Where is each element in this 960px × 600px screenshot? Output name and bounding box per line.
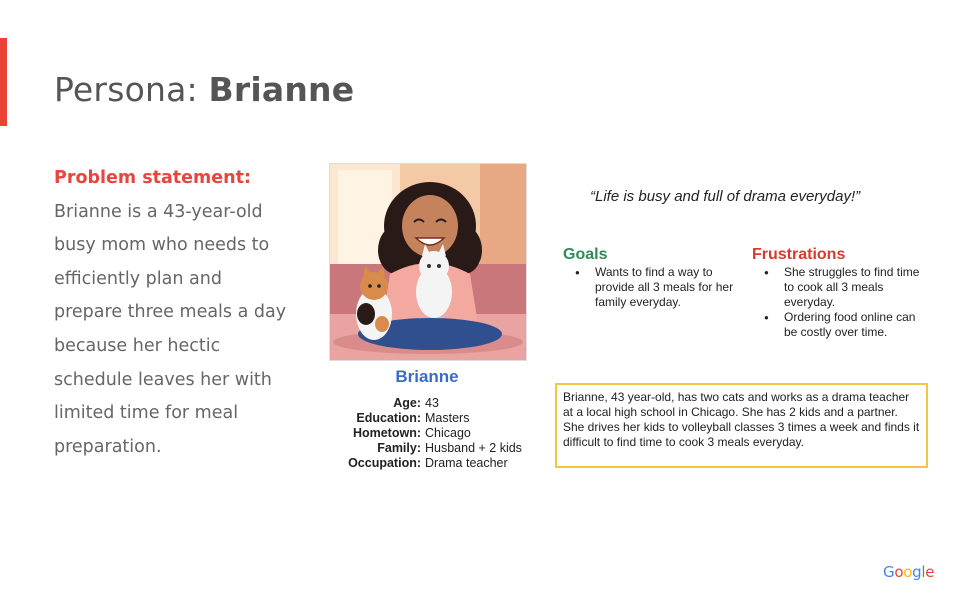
detail-key: Hometown: <box>352 426 421 440</box>
logo-letter: o <box>903 563 913 581</box>
goal-item: Wants to find a way to provide all 3 mea… <box>569 265 739 310</box>
persona-name: Brianne <box>395 367 459 386</box>
frustration-item: She struggles to find time to cook all 3… <box>758 265 928 310</box>
detail-row-education: Education: Masters <box>330 411 522 426</box>
google-logo: Google <box>883 563 934 581</box>
logo-letter: o <box>894 563 904 581</box>
frustration-item: Ordering food online can be costly over … <box>758 310 928 340</box>
page-title: Persona: Brianne <box>54 70 354 109</box>
detail-row-occupation: Occupation: Drama teacher <box>330 456 522 471</box>
goals-list: Wants to find a way to provide all 3 mea… <box>569 265 739 310</box>
logo-letter: g <box>912 563 922 581</box>
frustrations-heading: Frustrations <box>752 246 846 263</box>
title-name: Brianne <box>208 70 355 109</box>
problem-statement: Problem statement: Brianne is a 43-year-… <box>54 162 294 464</box>
detail-value: Chicago <box>425 426 471 440</box>
logo-letter: G <box>883 563 895 581</box>
detail-key: Occupation: <box>348 456 421 470</box>
detail-row-family: Family: Husband + 2 kids <box>330 441 522 456</box>
frustrations-list: She struggles to find time to cook all 3… <box>758 265 928 340</box>
persona-details: Age: 43 Education: Masters Hometown: Chicag… <box>330 396 522 471</box>
detail-key: Family: <box>377 441 421 455</box>
detail-row-age: Age: 43 <box>330 396 522 411</box>
problem-label: Problem statement: <box>54 168 251 188</box>
detail-row-hometown: Hometown: Chicago <box>330 426 522 441</box>
logo-letter: e <box>925 563 935 581</box>
detail-value: Masters <box>425 411 470 425</box>
problem-text: Brianne is a 43-year-old busy mom who ne… <box>54 201 287 457</box>
detail-value: Husband + 2 kids <box>425 441 522 455</box>
detail-key: Education: <box>356 411 421 425</box>
accent-bar <box>0 38 7 126</box>
persona-bio: Brianne, 43 year-old, has two cats and w… <box>555 383 928 468</box>
persona-illustration <box>329 163 527 361</box>
goals-heading: Goals <box>563 246 608 263</box>
title-prefix: Persona: <box>54 70 209 109</box>
detail-value: Drama teacher <box>425 456 508 470</box>
persona-quote: “Life is busy and full of drama everyday… <box>590 188 861 205</box>
logo-letter: l <box>921 563 926 581</box>
detail-key: Age: <box>393 396 421 410</box>
detail-value: 43 <box>425 396 439 410</box>
